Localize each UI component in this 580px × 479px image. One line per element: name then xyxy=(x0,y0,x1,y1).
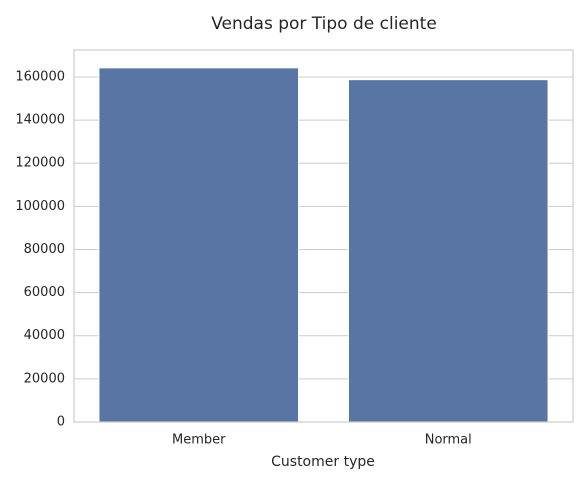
bar-member xyxy=(98,67,300,423)
plot-frame xyxy=(73,49,574,423)
bar-normal xyxy=(347,79,549,423)
y-tick-label: 100000 xyxy=(15,199,65,214)
x-axis-label: Customer type xyxy=(271,454,375,470)
x-tick-label-member: Member xyxy=(172,433,226,448)
y-tick-label: 80000 xyxy=(24,242,65,257)
y-tick-label: 60000 xyxy=(24,285,65,300)
y-tick-label: 40000 xyxy=(24,328,65,343)
y-tick-label: 20000 xyxy=(24,371,65,386)
y-tick-label: 140000 xyxy=(15,113,65,128)
bars xyxy=(98,67,549,423)
y-tick-label: 160000 xyxy=(15,69,65,84)
x-axis-ticks: Member Normal xyxy=(172,433,472,448)
y-axis-ticks: 0 20000 40000 60000 80000 100000 120000 140000 1… xyxy=(15,69,65,429)
chart-title: Vendas por Tipo de cliente xyxy=(211,14,437,34)
y-tick-label: 120000 xyxy=(15,156,65,171)
x-tick-label-normal: Normal xyxy=(425,433,472,448)
y-tick-label: 0 xyxy=(57,415,65,430)
